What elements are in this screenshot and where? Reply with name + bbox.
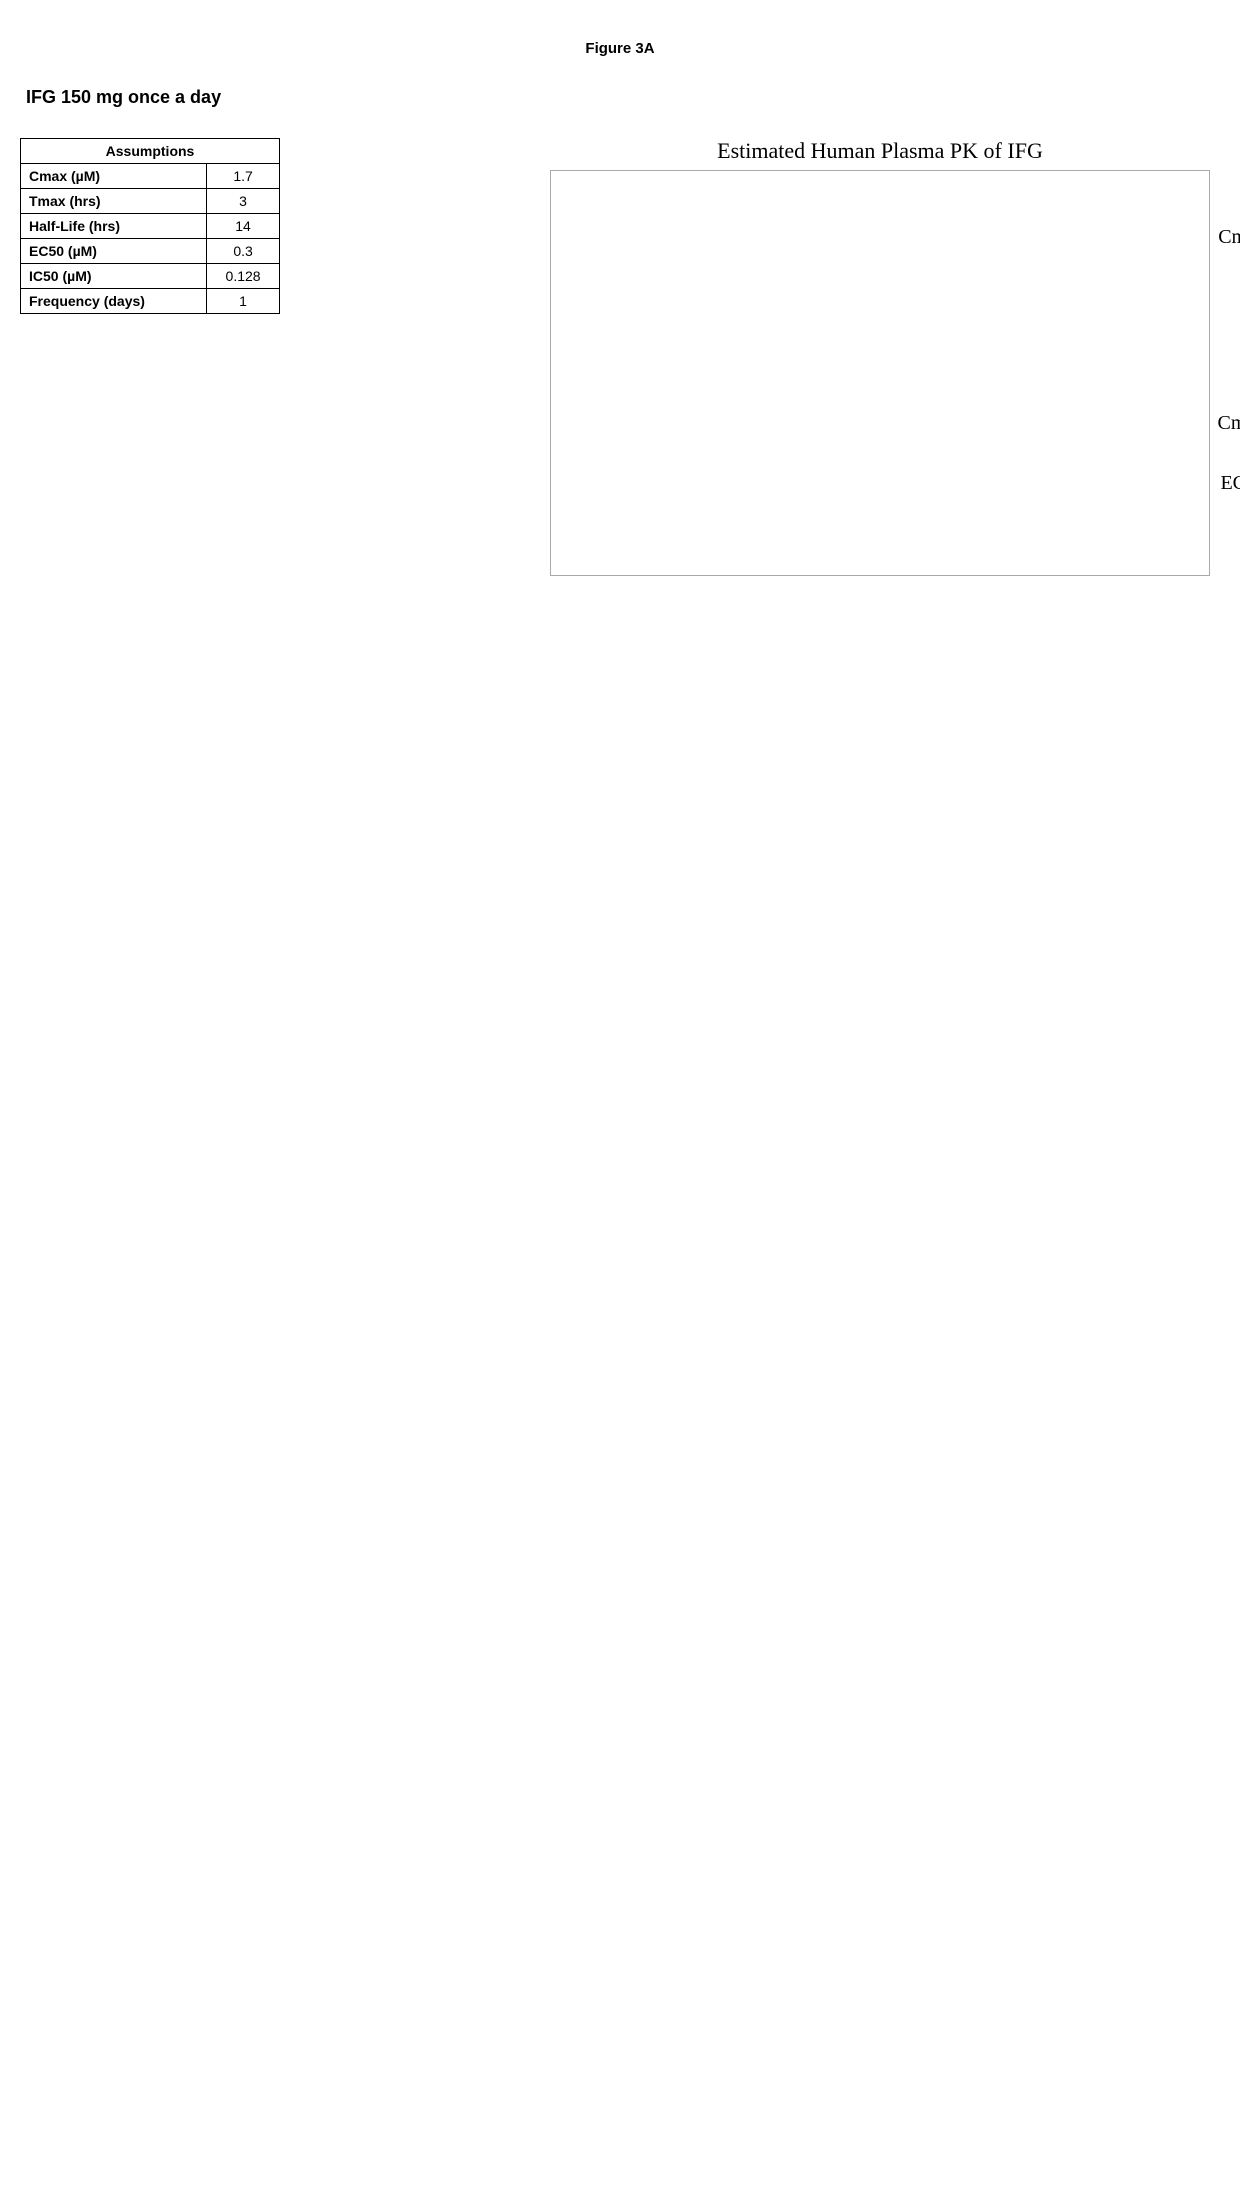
assump-value: 3 xyxy=(207,189,280,214)
page-title: IFG 150 mg once a day xyxy=(26,87,1220,108)
assump-value: 1.7 xyxy=(207,164,280,189)
assumptions-header: Assumptions xyxy=(21,139,280,164)
pk-chart xyxy=(550,170,1210,576)
assump-label: Half-Life (hrs) xyxy=(21,214,207,239)
pk-chart-title: Estimated Human Plasma PK of IFG xyxy=(550,138,1210,164)
assump-label: EC50 (µM) xyxy=(21,239,207,264)
assump-label: Tmax (hrs) xyxy=(21,189,207,214)
assump-label: Frequency (days) xyxy=(21,289,207,314)
assump-value: 14 xyxy=(207,214,280,239)
left-column: Assumptions Cmax (µM)1.7Tmax (hrs)3Half-… xyxy=(20,138,520,322)
assump-value: 0.3 xyxy=(207,239,280,264)
assump-label: IC50 (µM) xyxy=(21,264,207,289)
assump-value: 1 xyxy=(207,289,280,314)
cmin-label: Cmin xyxy=(1218,412,1240,435)
figure-label: Figure 3A xyxy=(20,40,1220,57)
right-column: Estimated Human Plasma PK of IFG Cmax Cm… xyxy=(550,138,1220,576)
cmax-label: Cmax xyxy=(1218,226,1240,249)
assumptions-table: Assumptions Cmax (µM)1.7Tmax (hrs)3Half-… xyxy=(20,138,280,314)
assump-label: Cmax (µM) xyxy=(21,164,207,189)
ec50-label: EC50 xyxy=(1220,472,1240,499)
pk-chart-container: Estimated Human Plasma PK of IFG Cmax Cm… xyxy=(550,138,1210,576)
assump-value: 0.128 xyxy=(207,264,280,289)
